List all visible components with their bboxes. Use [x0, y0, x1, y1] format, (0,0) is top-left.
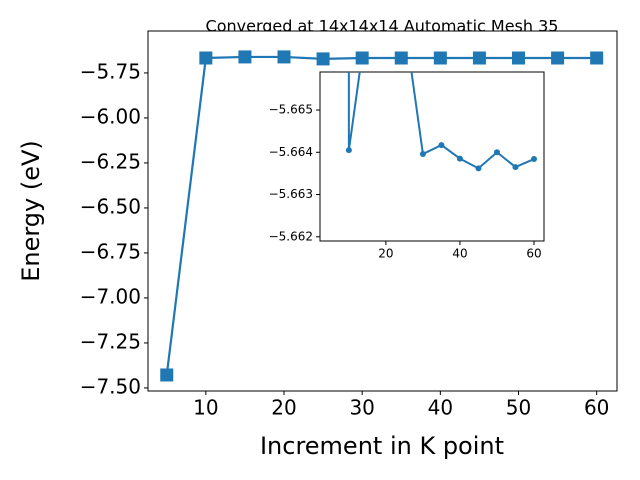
- x-tick-label: 60: [584, 396, 609, 420]
- data-point: [355, 51, 369, 65]
- data-point: [551, 51, 565, 65]
- plot-area: [345, 6, 538, 172]
- y-tick-label: −6.00: [80, 104, 141, 128]
- data-point: [472, 51, 486, 65]
- y-tick-label: −7.00: [80, 284, 141, 308]
- data-point: [383, 6, 389, 12]
- data-point: [493, 149, 500, 156]
- data-point: [345, 147, 352, 154]
- data-point: [590, 51, 604, 65]
- data-point: [531, 156, 538, 163]
- data-point: [512, 51, 526, 65]
- y-tick-label: −7.50: [80, 374, 141, 398]
- data-point: [277, 50, 291, 64]
- data-point: [419, 150, 426, 157]
- x-tick-label: 30: [349, 396, 374, 420]
- x-tick-label: 20: [271, 396, 296, 420]
- data-point: [433, 51, 447, 65]
- y-tick-label: −5.665: [269, 103, 313, 117]
- x-tick-label: 10: [193, 396, 218, 420]
- data-point: [438, 142, 445, 149]
- data-point: [238, 50, 252, 64]
- y-tick-label: −6.75: [80, 239, 141, 263]
- data-point: [475, 165, 482, 172]
- x-axis-label: Increment in K point: [260, 432, 504, 460]
- x-tick-label: 50: [506, 396, 531, 420]
- y-tick-label: −5.664: [269, 145, 313, 159]
- y-tick-label: −6.50: [80, 194, 141, 218]
- y-tick-label: −5.663: [269, 187, 313, 201]
- x-tick-label: 40: [452, 247, 467, 261]
- y-tick-label: −6.25: [80, 149, 141, 173]
- x-tick-label: 60: [526, 247, 541, 261]
- data-point: [456, 155, 463, 162]
- y-tick-label: −7.25: [80, 329, 141, 353]
- x-tick-label: 40: [428, 396, 453, 420]
- data-point: [316, 52, 330, 66]
- y-tick-label: −5.662: [269, 229, 313, 243]
- plot-area: [160, 50, 604, 382]
- data-point: [160, 368, 174, 382]
- x-tick-label: 20: [378, 247, 393, 261]
- data-line: [165, 55, 597, 376]
- y-axis-label: Energy (eV): [17, 140, 45, 282]
- y-tick-label: −5.75: [80, 59, 141, 83]
- data-point: [199, 51, 213, 65]
- data-point: [394, 51, 408, 65]
- data-point: [512, 164, 519, 171]
- axes-frame: [319, 71, 545, 242]
- data-line: [347, 72, 535, 170]
